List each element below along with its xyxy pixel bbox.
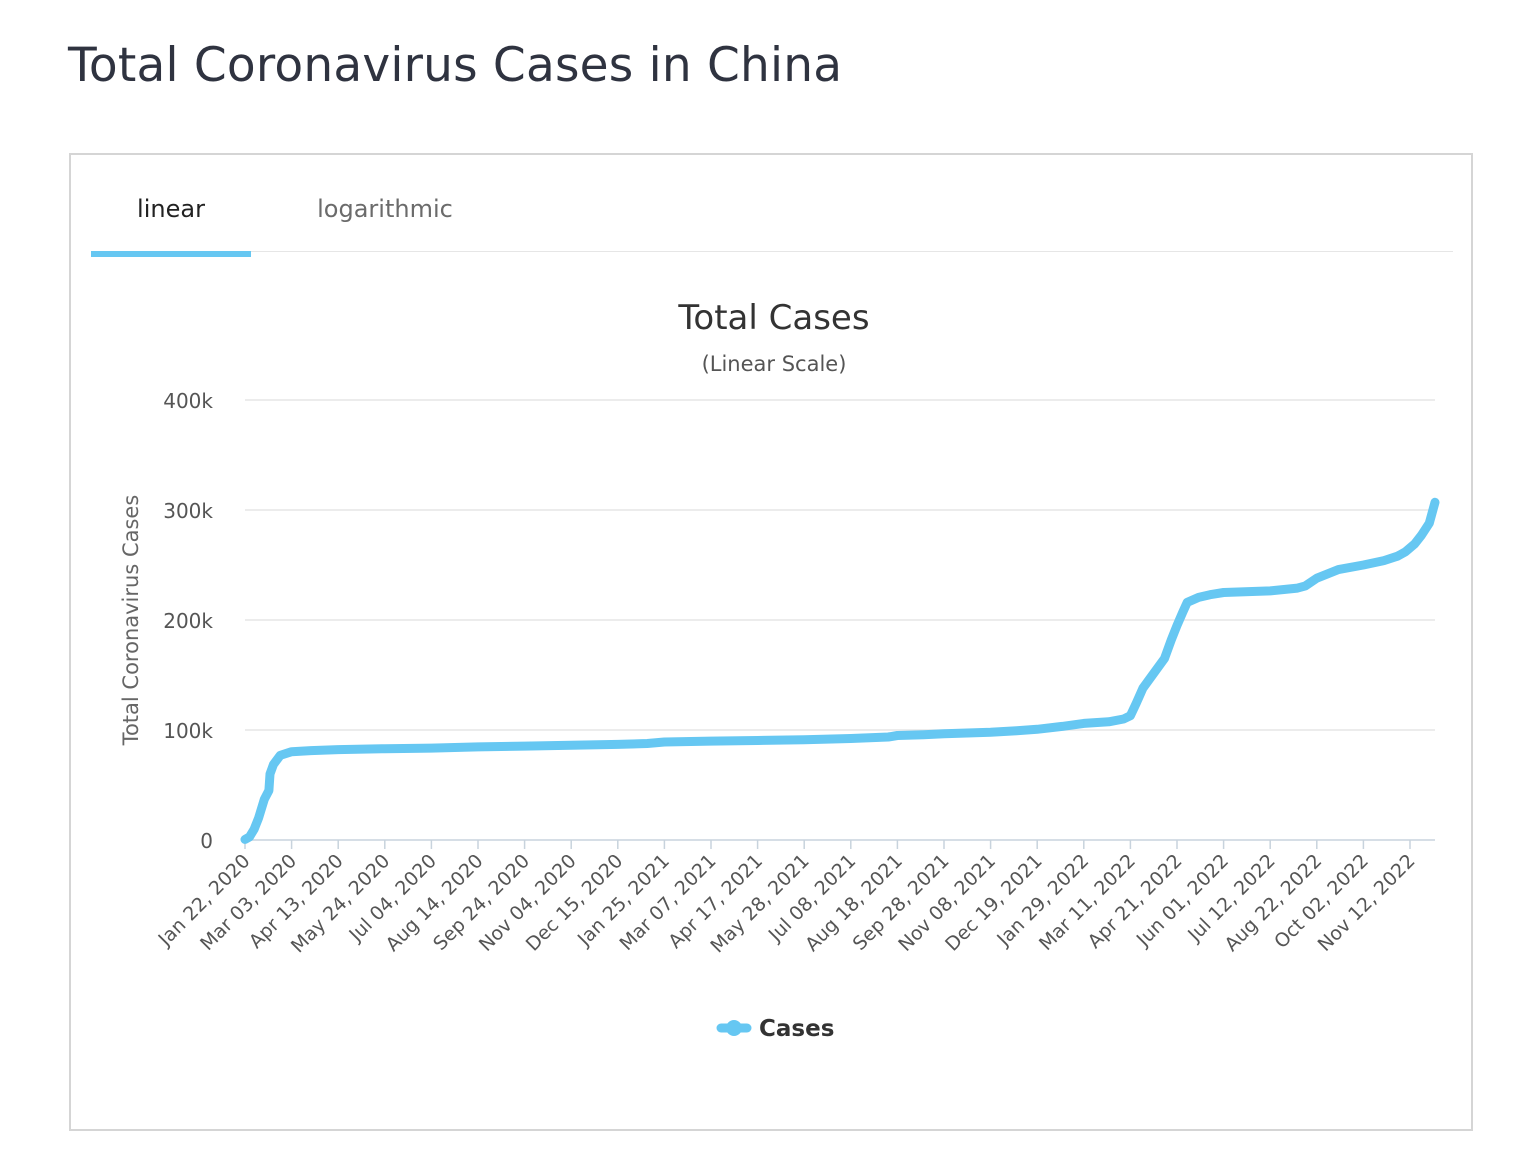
y-tick-label: 100k — [163, 719, 213, 743]
y-tick-label: 0 — [200, 829, 213, 853]
y-tick-label: 300k — [163, 499, 213, 523]
tab-logarithmic[interactable]: logarithmic — [317, 195, 453, 223]
line-chart: Total Cases (Linear Scale) Total Coronav… — [119, 298, 1440, 1042]
page-title: Total Coronavirus Cases in China — [68, 38, 843, 93]
active-tab-indicator — [91, 251, 251, 257]
chart-title: Total Cases — [677, 298, 869, 338]
tab-linear[interactable]: linear — [137, 195, 205, 223]
scale-tabs: linear logarithmic — [91, 155, 1453, 257]
y-axis-label: Total Coronavirus Cases — [119, 495, 143, 747]
y-tick-label: 200k — [163, 609, 213, 633]
legend[interactable]: Cases — [716, 1016, 834, 1042]
y-axis-ticks: 0 100k 200k 300k 400k — [163, 389, 213, 853]
series-line-cases — [240, 497, 1440, 844]
chart-subtitle: (Linear Scale) — [702, 352, 847, 376]
legend-label-cases: Cases — [759, 1016, 834, 1042]
legend-marker-cases — [726, 1020, 742, 1036]
gridlines — [245, 399, 1435, 841]
chart-panel: linear logarithmic Total Cases (Linear S… — [69, 153, 1473, 1131]
y-tick-label: 400k — [163, 389, 213, 413]
